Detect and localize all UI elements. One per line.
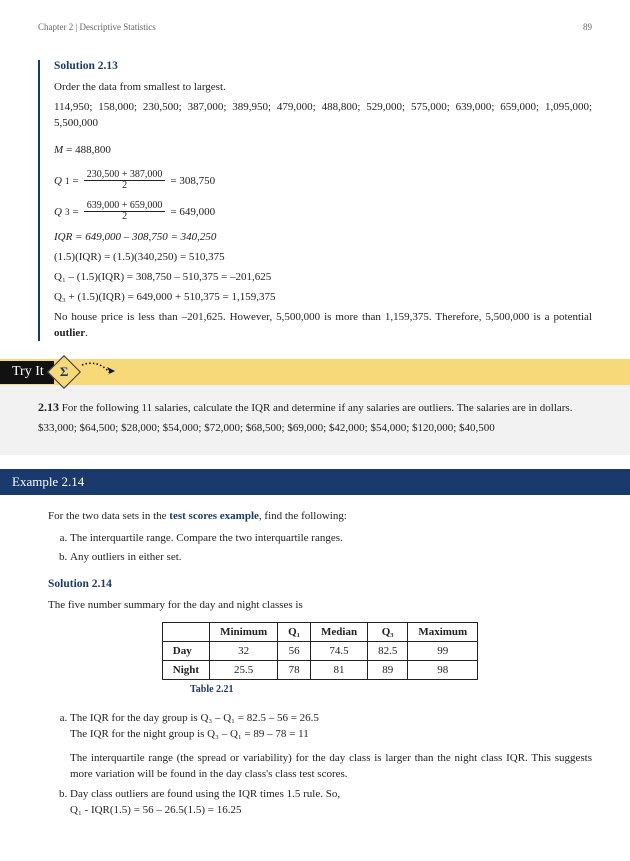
question-b: Any outliers in either set.	[70, 550, 592, 566]
solution-2-13: Solution 2.13 Order the data from smalle…	[38, 60, 592, 341]
page-header: Chapter 2 | Descriptive Statistics 89	[38, 22, 592, 32]
median-line: M = 488,800	[54, 137, 592, 163]
example-body: For the two data sets in the test scores…	[38, 509, 592, 818]
summary-table: Minimum Q₁ Median Q₃ Maximum Day 32 56 7…	[162, 622, 478, 680]
answers-list: The IQR for the day group is Q₃ – Q₁ = 8…	[48, 711, 592, 819]
tryit-data: $33,000; $64,500; $28,000; $54,000; $72,…	[38, 421, 592, 437]
solution-214-intro: The five number summary for the day and …	[48, 598, 592, 614]
tryit-text: For the following 11 salaries, calculate…	[59, 402, 572, 414]
chapter-label: Chapter 2 | Descriptive Statistics	[38, 22, 156, 32]
upper-bound: Q₃ + (1.5)(IQR) = 649,000 + 510,375 = 1,…	[54, 290, 592, 306]
conclusion: No house price is less than –201,625. Ho…	[54, 310, 592, 342]
q3-line: Q3 = 639,000 + 659,000 2 = 649,000	[54, 199, 592, 225]
data-list: 114,950; 158,000; 230,500; 387,000; 389,…	[54, 100, 592, 132]
question-a: The interquartile range. Compare the two…	[70, 531, 592, 547]
onefive-iqr: (1.5)(IQR) = (1.5)(340,250) = 510,375	[54, 250, 592, 266]
q3-fraction: 639,000 + 659,000 2	[84, 201, 166, 223]
table-caption: Table 2.21	[190, 684, 592, 695]
try-it-body: 2.13 For the following 11 salaries, calc…	[0, 385, 630, 445]
try-it-label: Try It	[0, 361, 54, 384]
solution-214-title: Solution 2.14	[48, 578, 592, 590]
lower-bound: Q₁ – (1.5)(IQR) = 308,750 – 510,375 = –2…	[54, 270, 592, 286]
q1-line: Q1 = 230,500 + 387,000 2 = 308,750	[54, 168, 592, 194]
test-scores-link[interactable]: test scores example	[169, 510, 259, 522]
solution-title: Solution 2.13	[54, 60, 592, 72]
page-number: 89	[583, 22, 592, 32]
example-bar: Example 2.14	[0, 469, 630, 495]
try-it-box: Try It Σ 2.13 For the following 11 salar…	[0, 359, 630, 455]
iqr-line: IQR = 649,000 – 308,750 = 340,250	[54, 230, 592, 246]
question-list: The interquartile range. Compare the two…	[48, 531, 592, 566]
solution-intro: Order the data from smallest to largest.	[54, 80, 592, 96]
answer-b: Day class outliers are found using the I…	[70, 787, 592, 819]
answer-a: The IQR for the day group is Q₃ – Q₁ = 8…	[70, 711, 592, 783]
try-it-banner: Try It Σ	[0, 359, 630, 385]
tryit-number: 2.13	[38, 400, 59, 414]
example-intro: For the two data sets in the test scores…	[48, 509, 592, 525]
table-row: Night 25.5 78 81 89 98	[162, 661, 477, 680]
arrow-icon	[80, 361, 122, 383]
table-header-row: Minimum Q₁ Median Q₃ Maximum	[162, 623, 477, 642]
table-row: Day 32 56 74.5 82.5 99	[162, 642, 477, 661]
q1-fraction: 230,500 + 387,000 2	[84, 170, 166, 192]
